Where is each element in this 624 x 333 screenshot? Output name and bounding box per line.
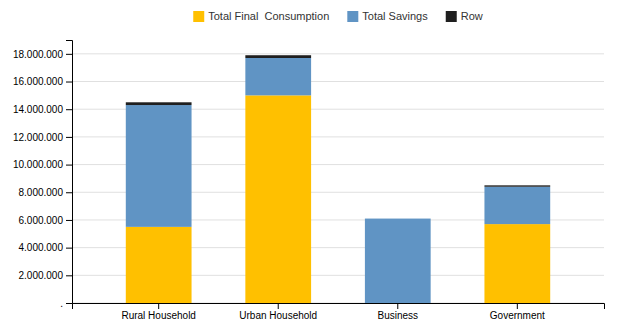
- bars: [126, 55, 550, 303]
- bar: [126, 102, 192, 105]
- grid-line: [72, 53, 604, 54]
- tick-mark: [517, 303, 518, 309]
- bar: [484, 187, 550, 224]
- bar: [365, 218, 431, 219]
- chart: Rural Household Urban Household Business Go…: [0, 0, 624, 333]
- legend-swatch: [193, 11, 204, 22]
- tick-label: Rural Household: [121, 310, 196, 321]
- axis-line: [66, 41, 73, 304]
- tick-mark: [66, 165, 72, 166]
- legend-item: Total Final Consumption: [193, 10, 329, 22]
- tick-mark: [66, 54, 72, 55]
- legend-item: Row: [446, 10, 483, 22]
- bar: [484, 185, 550, 186]
- plot: Rural Household Urban Household Business Go…: [13, 41, 605, 322]
- tick: 14.000.000: [13, 104, 72, 115]
- tick-mark: [66, 220, 72, 221]
- tick: 12.000.000: [13, 132, 72, 143]
- tick: .: [60, 298, 72, 309]
- legend-label: Row: [461, 10, 483, 22]
- tick-label: 18.000.000: [13, 49, 63, 60]
- legend-label: Total Final Consumption: [208, 10, 329, 22]
- tick-label: 2.000.000: [19, 270, 64, 281]
- y-axis: . 2.000.000 4.000.000 6.000.000 8.000.000 10.…: [13, 41, 73, 309]
- tick-label: Business: [377, 310, 418, 321]
- tick: 4.000.000: [19, 242, 73, 253]
- legend-item: Total Savings: [347, 10, 428, 22]
- series: [126, 95, 550, 303]
- bar: [245, 55, 311, 58]
- series: [126, 58, 550, 303]
- tick-mark: [158, 303, 159, 309]
- tick: 8.000.000: [19, 187, 73, 198]
- bar: [365, 219, 431, 303]
- bar: [484, 224, 550, 303]
- tick-label: 16.000.000: [13, 76, 63, 87]
- tick-mark: [66, 275, 72, 276]
- tick-mark: [397, 303, 398, 309]
- grid: [72, 54, 604, 303]
- axis-line: [73, 304, 605, 310]
- tick: 10.000.000: [13, 159, 72, 170]
- tick-label: 8.000.000: [19, 187, 64, 198]
- tick: 2.000.000: [19, 270, 73, 281]
- tick-mark: [66, 303, 72, 304]
- grid-line: [72, 81, 604, 82]
- tick: Rural Household: [121, 303, 196, 321]
- tick-label: 12.000.000: [13, 132, 63, 143]
- tick-mark: [66, 82, 72, 83]
- tick: 6.000.000: [19, 215, 73, 226]
- tick: Business: [377, 303, 418, 321]
- tick-label: Government: [490, 310, 545, 321]
- tick-label: .: [60, 298, 63, 309]
- tick-label: Urban Household: [239, 310, 317, 321]
- tick-label: 10.000.000: [13, 159, 63, 170]
- x-axis: Rural Household Urban Household Business Go…: [73, 303, 605, 321]
- tick-mark: [66, 109, 72, 110]
- series: [126, 55, 550, 187]
- tick-mark: [66, 192, 72, 193]
- tick: 18.000.000: [13, 49, 72, 60]
- legend-swatch: [446, 11, 457, 22]
- legend-swatch: [347, 11, 358, 22]
- tick-mark: [66, 137, 72, 138]
- legend-label: Total Savings: [362, 10, 428, 22]
- bar: [245, 95, 311, 303]
- tick-mark: [278, 303, 279, 309]
- tick-label: 4.000.000: [19, 242, 64, 253]
- tick-label: 14.000.000: [13, 104, 63, 115]
- bar: [245, 58, 311, 95]
- bar: [126, 105, 192, 227]
- tick-mark: [66, 248, 72, 249]
- tick: Government: [490, 303, 545, 321]
- tick: 16.000.000: [13, 76, 72, 87]
- legend: Total Final Consumption Total Savings Row: [193, 10, 483, 22]
- tick: Urban Household: [239, 303, 317, 321]
- tick-label: 6.000.000: [19, 215, 64, 226]
- bar: [126, 227, 192, 303]
